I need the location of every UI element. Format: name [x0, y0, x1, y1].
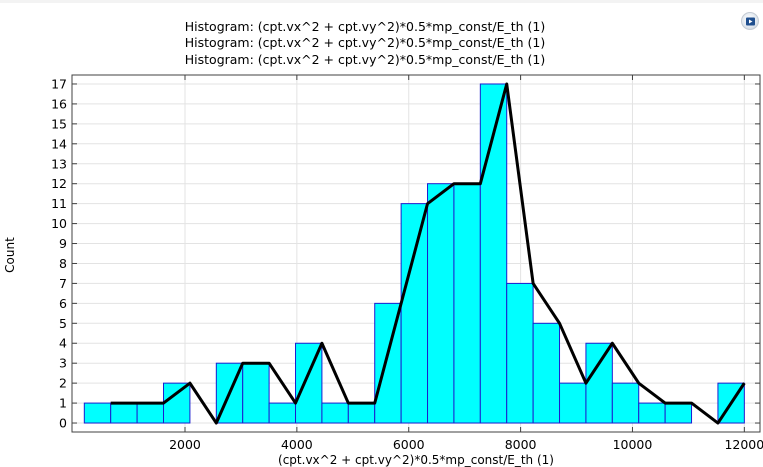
y-tick-label: 2: [59, 376, 67, 391]
x-tick-label: 12000: [724, 437, 763, 452]
histogram-bar: [559, 382, 587, 424]
histogram-bar: [400, 203, 429, 424]
x-tick-label: 2000: [169, 437, 201, 452]
y-tick-label: 13: [51, 156, 67, 171]
export-button[interactable]: [741, 12, 759, 30]
x-tick-label: 8000: [505, 437, 537, 452]
y-tick-label: 15: [51, 116, 67, 131]
x-tick-label: 4000: [281, 437, 313, 452]
histogram-bar: [664, 402, 693, 424]
y-tick-label: 12: [51, 176, 67, 191]
x-tick-label: 10000: [613, 437, 653, 452]
histogram-bar: [427, 183, 455, 424]
histogram-bar: [83, 402, 112, 424]
y-tick-label: 8: [59, 256, 67, 271]
chart-titles: Histogram: (cpt.vx^2 + cpt.vy^2)*0.5*mp_…: [0, 19, 730, 68]
y-tick-label: 5: [59, 316, 67, 331]
plot-frame: [71, 74, 761, 433]
histogram-bar: [242, 362, 270, 424]
y-tick-label: 17: [51, 76, 67, 91]
y-tick-label: 0: [59, 416, 67, 431]
histogram-bar: [347, 402, 376, 424]
count-line: [110, 82, 746, 425]
y-tick-label: 10: [51, 216, 67, 231]
chart-title-2: Histogram: (cpt.vx^2 + cpt.vy^2)*0.5*mp_…: [184, 35, 546, 51]
y-tick-label: 4: [59, 336, 67, 351]
x-tick-label: 6000: [393, 437, 425, 452]
histogram-bar: [585, 342, 613, 424]
histogram-bar: [110, 402, 138, 424]
histogram-bar: [506, 282, 534, 424]
histogram-bar: [321, 402, 349, 424]
chart-title-1: Histogram: (cpt.vx^2 + cpt.vy^2)*0.5*mp_…: [184, 19, 546, 34]
histogram-bar: [268, 402, 297, 424]
histogram-bar: [163, 382, 191, 424]
y-tick-label: 16: [51, 96, 67, 111]
y-tick-label: 7: [59, 276, 67, 291]
histogram-bar: [532, 322, 561, 424]
y-tick-label: 14: [51, 136, 67, 151]
histogram-bar: [611, 382, 640, 424]
export-icon: [746, 17, 755, 26]
histogram-bar: [453, 183, 481, 424]
y-tick-label: 1: [59, 396, 67, 411]
chart-title-3: Histogram: (cpt.vx^2 + cpt.vy^2)*0.5*mp_…: [184, 51, 546, 67]
y-tick-label: 3: [59, 356, 67, 371]
y-tick-label: 6: [59, 296, 67, 311]
y-tick-label: 9: [59, 236, 67, 251]
histogram-bar: [136, 402, 165, 424]
histogram-bar: [479, 83, 508, 424]
window-top-strip: [0, 0, 763, 3]
histogram-bar: [638, 402, 666, 424]
y-tick-label: 11: [51, 196, 67, 211]
